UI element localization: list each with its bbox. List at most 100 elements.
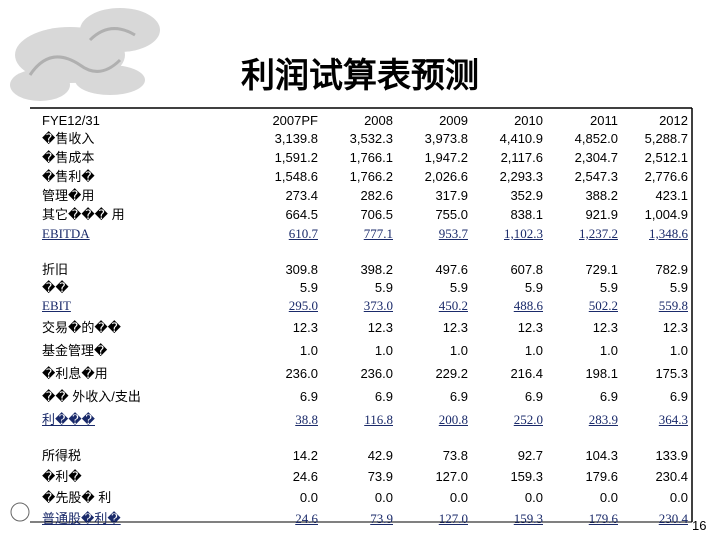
table-cell: 5.9 bbox=[599, 280, 618, 295]
table-cell: 2,512.1 bbox=[644, 150, 688, 165]
table-cell: 2010 bbox=[514, 113, 543, 128]
table-cell: 450.2 bbox=[438, 298, 468, 313]
table-cell: 398.2 bbox=[360, 262, 393, 277]
table-cell: 488.6 bbox=[513, 298, 543, 313]
table-cell: 2007PF bbox=[272, 113, 318, 128]
table-cell: 2008 bbox=[364, 113, 393, 128]
table-cell: 1,548.6 bbox=[274, 169, 318, 184]
row-label: 其它��� 用 bbox=[42, 207, 125, 222]
table-cell: 1.0 bbox=[599, 343, 618, 358]
page-number: 16 bbox=[692, 518, 707, 533]
row-label: EBIT bbox=[42, 298, 71, 313]
table-cell: 317.9 bbox=[435, 188, 468, 203]
row-label: 普通股�利� bbox=[42, 511, 121, 526]
table-cell: 373.0 bbox=[363, 298, 393, 313]
table-cell: 3,973.8 bbox=[424, 131, 468, 146]
table-cell: 5.9 bbox=[669, 280, 688, 295]
table-cell: 6.9 bbox=[524, 389, 543, 404]
table-cell: 12.3 bbox=[367, 320, 393, 335]
row-label: �利息�用 bbox=[42, 366, 108, 381]
table-cell: 38.8 bbox=[295, 412, 318, 427]
row-label: 管理�用 bbox=[42, 188, 95, 203]
table-cell: 5.9 bbox=[374, 280, 393, 295]
table-cell: 2,304.7 bbox=[574, 150, 618, 165]
table-cell: 388.2 bbox=[585, 188, 618, 203]
table-cell: 664.5 bbox=[285, 207, 318, 222]
table-cell: 236.0 bbox=[285, 366, 318, 381]
table-cell: 252.0 bbox=[513, 412, 543, 427]
table-cell: 6.9 bbox=[374, 389, 393, 404]
table-cell: 1,591.2 bbox=[274, 150, 318, 165]
table-cell: 0.0 bbox=[599, 490, 618, 505]
title: 利润试算表预测 bbox=[241, 58, 479, 95]
table-cell: 12.3 bbox=[442, 320, 468, 335]
table-cell: 6.9 bbox=[299, 389, 318, 404]
row-label: �先股� 利 bbox=[42, 490, 112, 505]
table-cell: 5.9 bbox=[449, 280, 468, 295]
table-cell: 782.9 bbox=[655, 262, 688, 277]
table-cell: 3,139.8 bbox=[274, 131, 318, 146]
table-cell: 24.6 bbox=[292, 469, 318, 484]
table-cell: 230.4 bbox=[655, 469, 688, 484]
table-cell: 198.1 bbox=[585, 366, 618, 381]
table-cell: 1,237.2 bbox=[579, 226, 618, 241]
table-cell: 0.0 bbox=[299, 490, 318, 505]
row-label: 折旧 bbox=[42, 262, 69, 277]
table-cell: 2,117.6 bbox=[500, 150, 543, 165]
table-cell: 607.8 bbox=[510, 262, 543, 277]
row-label: �售收入 bbox=[42, 131, 95, 146]
table-cell: 1,348.6 bbox=[649, 226, 688, 241]
table-cell: 12.3 bbox=[517, 320, 543, 335]
table-cell: 6.9 bbox=[669, 389, 688, 404]
cloud-swirl bbox=[28, 27, 136, 76]
table-cell: 1,766.1 bbox=[349, 150, 393, 165]
table-cell: 3,532.3 bbox=[349, 131, 393, 146]
row-label: �售成本 bbox=[42, 150, 95, 165]
table-cell: 0.0 bbox=[524, 490, 543, 505]
table-cell: 12.3 bbox=[662, 320, 688, 335]
table-cell: 1,766.2 bbox=[349, 169, 393, 184]
table-cell: 200.8 bbox=[438, 412, 468, 427]
table-cell: 2012 bbox=[659, 113, 688, 128]
table-cell: 24.6 bbox=[295, 511, 318, 526]
table-cell: 1.0 bbox=[524, 343, 543, 358]
row-label: �售利� bbox=[42, 169, 95, 184]
table-cell: 14.2 bbox=[292, 448, 318, 463]
table-cell: 159.3 bbox=[513, 511, 543, 526]
table-cell: 1,102.3 bbox=[504, 226, 543, 241]
table-cell: 610.7 bbox=[288, 226, 318, 241]
table-cell: 282.6 bbox=[360, 188, 393, 203]
table-cell: 502.2 bbox=[588, 298, 618, 313]
table-cell: 1.0 bbox=[299, 343, 318, 358]
table-cell: 1.0 bbox=[669, 343, 688, 358]
row-label: FYE12/31 bbox=[42, 113, 100, 128]
table-cell: 1.0 bbox=[449, 343, 468, 358]
table-cell: 838.1 bbox=[510, 207, 543, 222]
table-cell: 309.8 bbox=[285, 262, 318, 277]
table-cell: 159.3 bbox=[510, 469, 543, 484]
table-cell: 1,947.2 bbox=[424, 150, 468, 165]
table-cell: 179.6 bbox=[588, 511, 618, 526]
table-cell: 127.0 bbox=[435, 469, 468, 484]
table-cell: 364.3 bbox=[658, 412, 688, 427]
table-cell: 2,547.3 bbox=[574, 169, 618, 184]
table-cell: 2,293.3 bbox=[499, 169, 543, 184]
table-cell: 0.0 bbox=[374, 490, 393, 505]
table-cell: 0.0 bbox=[669, 490, 688, 505]
table-cell: 229.2 bbox=[435, 366, 468, 381]
table-cell: 921.9 bbox=[585, 207, 618, 222]
row-label: 基金管理� bbox=[42, 343, 108, 358]
table-cell: 1.0 bbox=[374, 343, 393, 358]
table-cell: 4,852.0 bbox=[574, 131, 618, 146]
table-cell: 4,410.9 bbox=[499, 131, 543, 146]
table-cell: 559.8 bbox=[658, 298, 688, 313]
table-cell: 6.9 bbox=[599, 389, 618, 404]
table-cell: 497.6 bbox=[435, 262, 468, 277]
table-cell: 2009 bbox=[439, 113, 468, 128]
table-cell: 352.9 bbox=[510, 188, 543, 203]
table-cell: 73.9 bbox=[370, 511, 393, 526]
table-cell: 175.3 bbox=[655, 366, 688, 381]
row-label: 利��� bbox=[42, 412, 95, 427]
